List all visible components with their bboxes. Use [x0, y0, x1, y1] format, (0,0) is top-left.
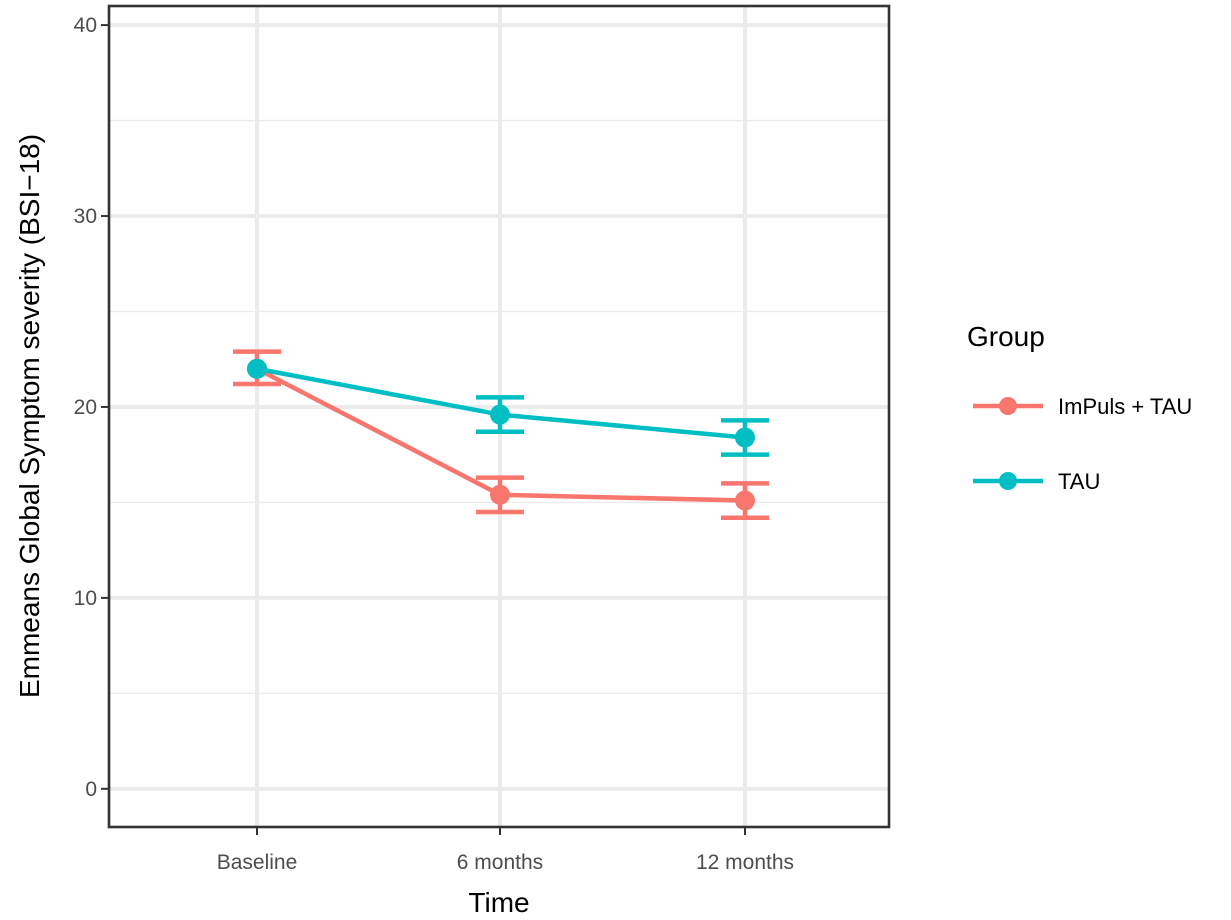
x-tick-label: 6 months	[457, 851, 543, 874]
y-tick-label: 10	[74, 587, 97, 610]
legend-key-point	[999, 472, 1017, 490]
legend-key-point	[999, 397, 1017, 415]
data-point	[735, 490, 755, 511]
series-group	[247, 358, 769, 457]
y-axis-title: Emmeans Global Symptom severity (BSI−18)	[14, 134, 45, 698]
x-axis-title: Time	[468, 887, 529, 918]
series-layer	[233, 349, 769, 520]
legend-item-tau: TAU	[973, 469, 1100, 494]
data-point	[490, 484, 510, 505]
legend: Group ImPuls + TAU TAU	[967, 321, 1192, 494]
x-tick-label: Baseline	[217, 851, 298, 874]
legend-title: Group	[967, 321, 1045, 352]
data-point	[735, 427, 755, 448]
y-tick-label: 40	[74, 14, 97, 37]
data-point	[247, 358, 267, 379]
y-tick-label: 30	[74, 205, 97, 228]
data-point	[490, 404, 510, 425]
axis-layer: 0 10 20 30 40 Baseline 6 months 12 months	[74, 14, 794, 874]
grid-layer	[109, 6, 889, 827]
legend-item-impuls-tau: ImPuls + TAU	[973, 394, 1192, 419]
legend-label: ImPuls + TAU	[1058, 394, 1192, 419]
legend-label: TAU	[1058, 469, 1100, 494]
y-tick-label: 0	[85, 778, 97, 801]
x-tick-label: 12 months	[696, 851, 794, 874]
y-tick-label: 20	[74, 396, 97, 419]
